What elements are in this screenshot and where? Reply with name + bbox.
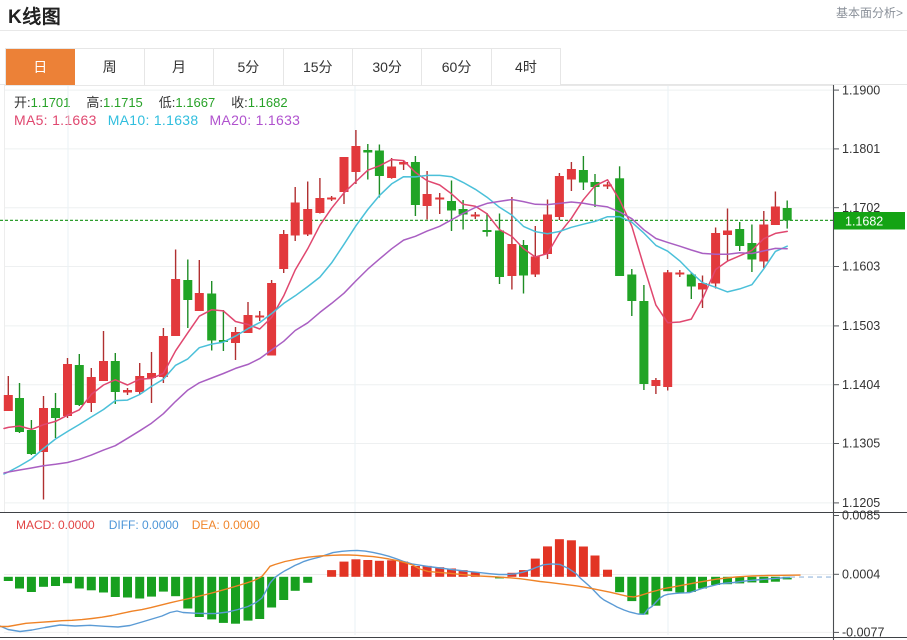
- svg-text:1.1603: 1.1603: [842, 260, 880, 274]
- svg-text:0.0004: 0.0004: [842, 568, 880, 582]
- svg-text:1.1682: 1.1682: [845, 215, 883, 229]
- svg-text:1.1205: 1.1205: [842, 496, 880, 510]
- svg-text:-0.0077: -0.0077: [842, 626, 884, 640]
- svg-text:0.0085: 0.0085: [842, 509, 880, 523]
- svg-text:1.1801: 1.1801: [842, 142, 880, 156]
- svg-text:1.1404: 1.1404: [842, 378, 880, 392]
- svg-text:1.1503: 1.1503: [842, 319, 880, 333]
- svg-text:1.1900: 1.1900: [842, 85, 880, 97]
- svg-text:1.1305: 1.1305: [842, 437, 880, 451]
- svg-text:1.1702: 1.1702: [842, 201, 880, 215]
